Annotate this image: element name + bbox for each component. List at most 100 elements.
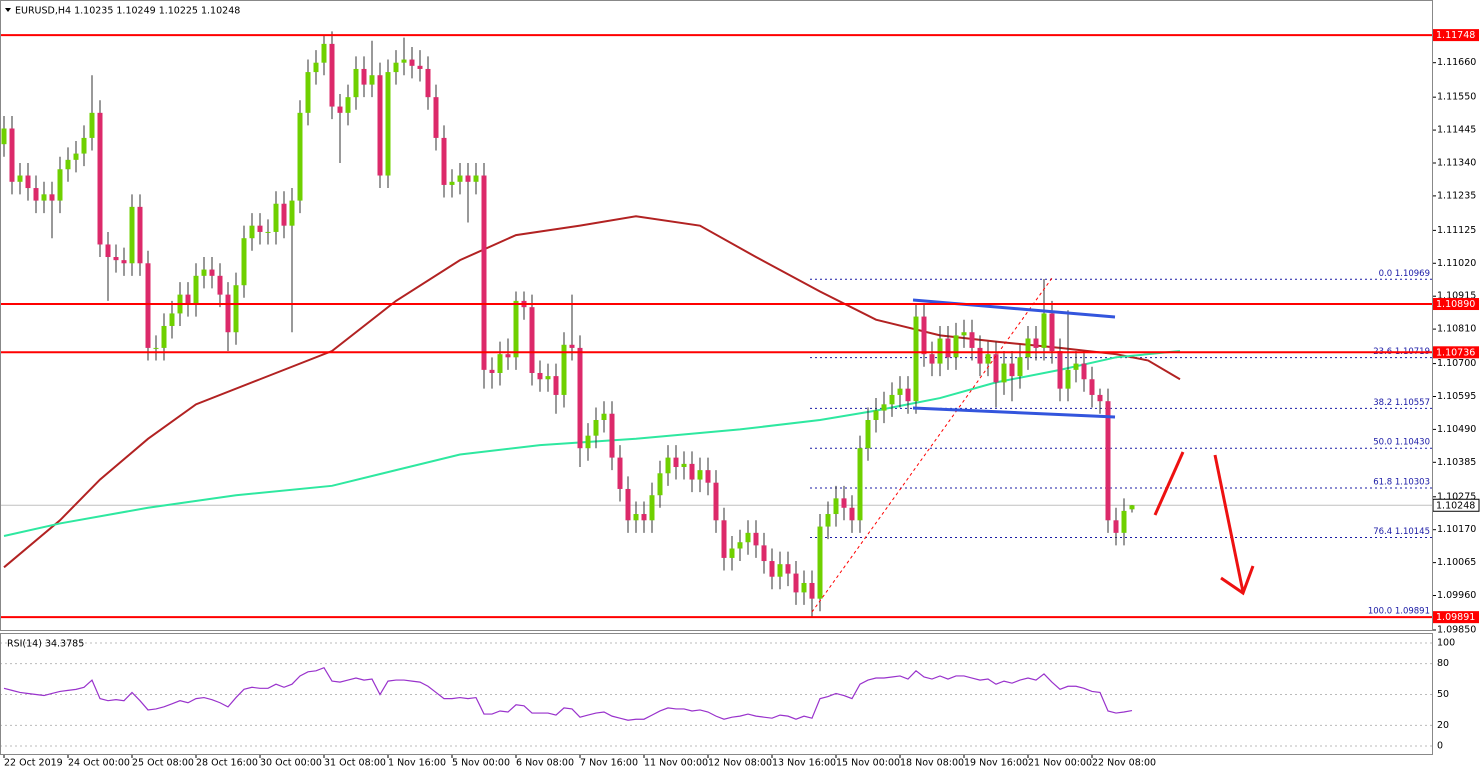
y-tick-label: 1.10170 xyxy=(1437,524,1476,535)
candle-body xyxy=(17,175,23,182)
chart-title: EURUSD,H4 1.10235 1.10249 1.10225 1.1024… xyxy=(15,6,240,17)
y-tick-label: 1.10275 xyxy=(1437,491,1476,502)
candle-body xyxy=(769,561,775,577)
candle-body xyxy=(929,354,935,364)
level-box xyxy=(1433,298,1479,311)
candle-body xyxy=(481,175,487,370)
fib-label: 0.0 1.10969 xyxy=(1379,269,1430,279)
y-tick-label: 1.11660 xyxy=(1437,57,1476,68)
candle-body xyxy=(1081,363,1087,380)
candle-body xyxy=(409,59,415,66)
candle-body xyxy=(105,244,111,258)
candle-body xyxy=(201,269,207,276)
candle-body xyxy=(849,507,855,521)
candle-body xyxy=(361,68,367,85)
x-tick-label: 22 Nov 08:00 xyxy=(1092,758,1156,769)
candle-body xyxy=(129,206,135,264)
x-tick-label: 30 Oct 00:00 xyxy=(260,758,322,769)
rsi-title: RSI(14) 34.3785 xyxy=(7,639,84,650)
candle-body xyxy=(625,488,631,521)
level-box xyxy=(1433,346,1479,359)
front-layer: 1.11660 1.11550 1.11445 1.11340 1.11235 1.111… xyxy=(0,29,1480,769)
fib-label: 38.2 1.10557 xyxy=(1373,398,1430,408)
candle-body xyxy=(193,275,199,305)
candle-body xyxy=(241,238,247,286)
y-tick-label: 1.11340 xyxy=(1437,157,1476,168)
candle-body xyxy=(569,344,575,348)
candle-body xyxy=(873,410,879,420)
candle-body xyxy=(649,495,655,521)
candle-body xyxy=(337,106,343,113)
candle-body xyxy=(921,316,927,355)
candle-body xyxy=(977,347,983,364)
candle-body xyxy=(689,463,695,480)
candle-body xyxy=(1009,363,1015,377)
candle-body xyxy=(585,435,591,449)
candle-body xyxy=(473,175,479,182)
candle-body xyxy=(713,482,719,521)
candle-body xyxy=(721,520,727,558)
current-price-label: 1.10248 xyxy=(1436,500,1475,511)
candle-body xyxy=(169,313,175,326)
candle-body xyxy=(233,285,239,333)
candle-body xyxy=(761,545,767,562)
y-tick-label: 1.11020 xyxy=(1437,258,1476,269)
candle-body xyxy=(545,376,551,380)
candle-body xyxy=(113,257,119,261)
candle-body xyxy=(1,128,7,145)
candle-body xyxy=(601,413,607,420)
y-tick-label: 1.10810 xyxy=(1437,324,1476,335)
x-tick-label: 11 Nov 00:00 xyxy=(644,758,708,769)
candle-body xyxy=(1121,510,1127,533)
candle-body xyxy=(1017,357,1023,377)
candle-body xyxy=(961,332,967,336)
candle-body xyxy=(985,354,991,364)
candle-body xyxy=(41,194,47,201)
moving-average xyxy=(3,350,1181,537)
x-tick-label: 18 Nov 08:00 xyxy=(900,758,964,769)
candle-body xyxy=(225,294,231,333)
candle-body xyxy=(609,413,615,458)
fib-label: 50.0 1.10430 xyxy=(1373,438,1430,448)
candle-body xyxy=(945,338,951,358)
x-tick-label: 13 Nov 16:00 xyxy=(772,758,836,769)
candle-body xyxy=(273,203,279,232)
candle-body xyxy=(153,347,159,349)
y-tick-label: 1.10595 xyxy=(1437,391,1476,402)
candle-body xyxy=(9,128,15,182)
candle-body xyxy=(905,388,911,402)
candle-body xyxy=(161,325,167,348)
level-label: 1.10736 xyxy=(1436,347,1475,358)
rsi-tick-label: 50 xyxy=(1437,689,1449,700)
candles xyxy=(1,31,1135,618)
y-tick-label: 1.10700 xyxy=(1437,358,1476,369)
candle-body xyxy=(313,62,319,73)
candle-body xyxy=(553,376,559,395)
rsi-tick-label: 80 xyxy=(1437,658,1449,669)
arrow-up xyxy=(1153,451,1185,516)
rsi-frame xyxy=(0,633,1433,755)
candle-body xyxy=(993,354,999,383)
y-tick-label: 1.10490 xyxy=(1437,424,1476,435)
candle-body xyxy=(793,573,799,593)
candle-body xyxy=(537,372,543,380)
candle-body xyxy=(121,260,127,264)
candle-body xyxy=(633,514,639,521)
candle-body xyxy=(305,72,311,113)
candle-body xyxy=(1113,520,1119,533)
candle-body xyxy=(641,514,647,521)
candle-body xyxy=(697,470,703,480)
candle-body xyxy=(57,169,63,201)
candle-body xyxy=(73,153,79,160)
y-tick-label: 1.11550 xyxy=(1437,92,1476,103)
candle-body xyxy=(217,275,223,295)
candle-body xyxy=(1073,363,1079,370)
candle-body xyxy=(617,457,623,489)
candle-body xyxy=(385,72,391,176)
fib-label: 76.4 1.10145 xyxy=(1373,527,1430,537)
candle-body xyxy=(937,338,943,364)
candle-body xyxy=(673,457,679,468)
candle-body xyxy=(657,473,663,496)
candle-body xyxy=(1089,379,1095,395)
